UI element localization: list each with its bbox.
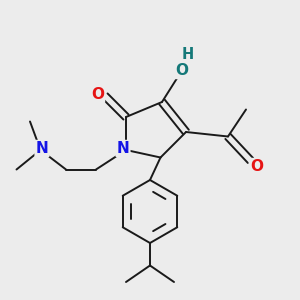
Text: H: H [182,46,194,62]
Text: O: O [175,63,188,78]
Text: N: N [117,141,129,156]
Text: N: N [36,141,48,156]
Text: O: O [91,87,104,102]
Text: O: O [250,159,263,174]
